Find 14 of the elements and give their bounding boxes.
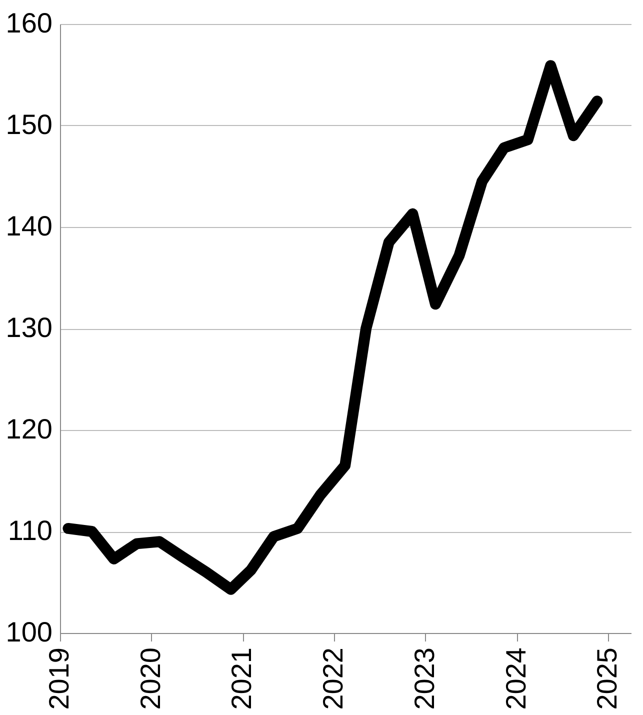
y-tick-label: 110 (8, 515, 52, 546)
x-tick-label: 2020 (134, 648, 166, 710)
y-tick-label: 150 (6, 109, 52, 140)
x-tick-label: 2024 (500, 648, 532, 710)
x-tick-label: 2025 (592, 648, 623, 710)
y-tick-label: 160 (6, 8, 52, 38)
x-tick-label: 2021 (226, 648, 258, 710)
y-tick-label: 100 (6, 616, 52, 648)
x-tick-label: 2019 (44, 648, 74, 710)
y-tick-label: 140 (6, 210, 52, 242)
x-tick-label: 2023 (408, 648, 440, 710)
y-tick-label: 120 (6, 414, 52, 444)
y-tick-label: 130 (6, 312, 52, 343)
x-tick-label: 2022 (318, 648, 349, 710)
